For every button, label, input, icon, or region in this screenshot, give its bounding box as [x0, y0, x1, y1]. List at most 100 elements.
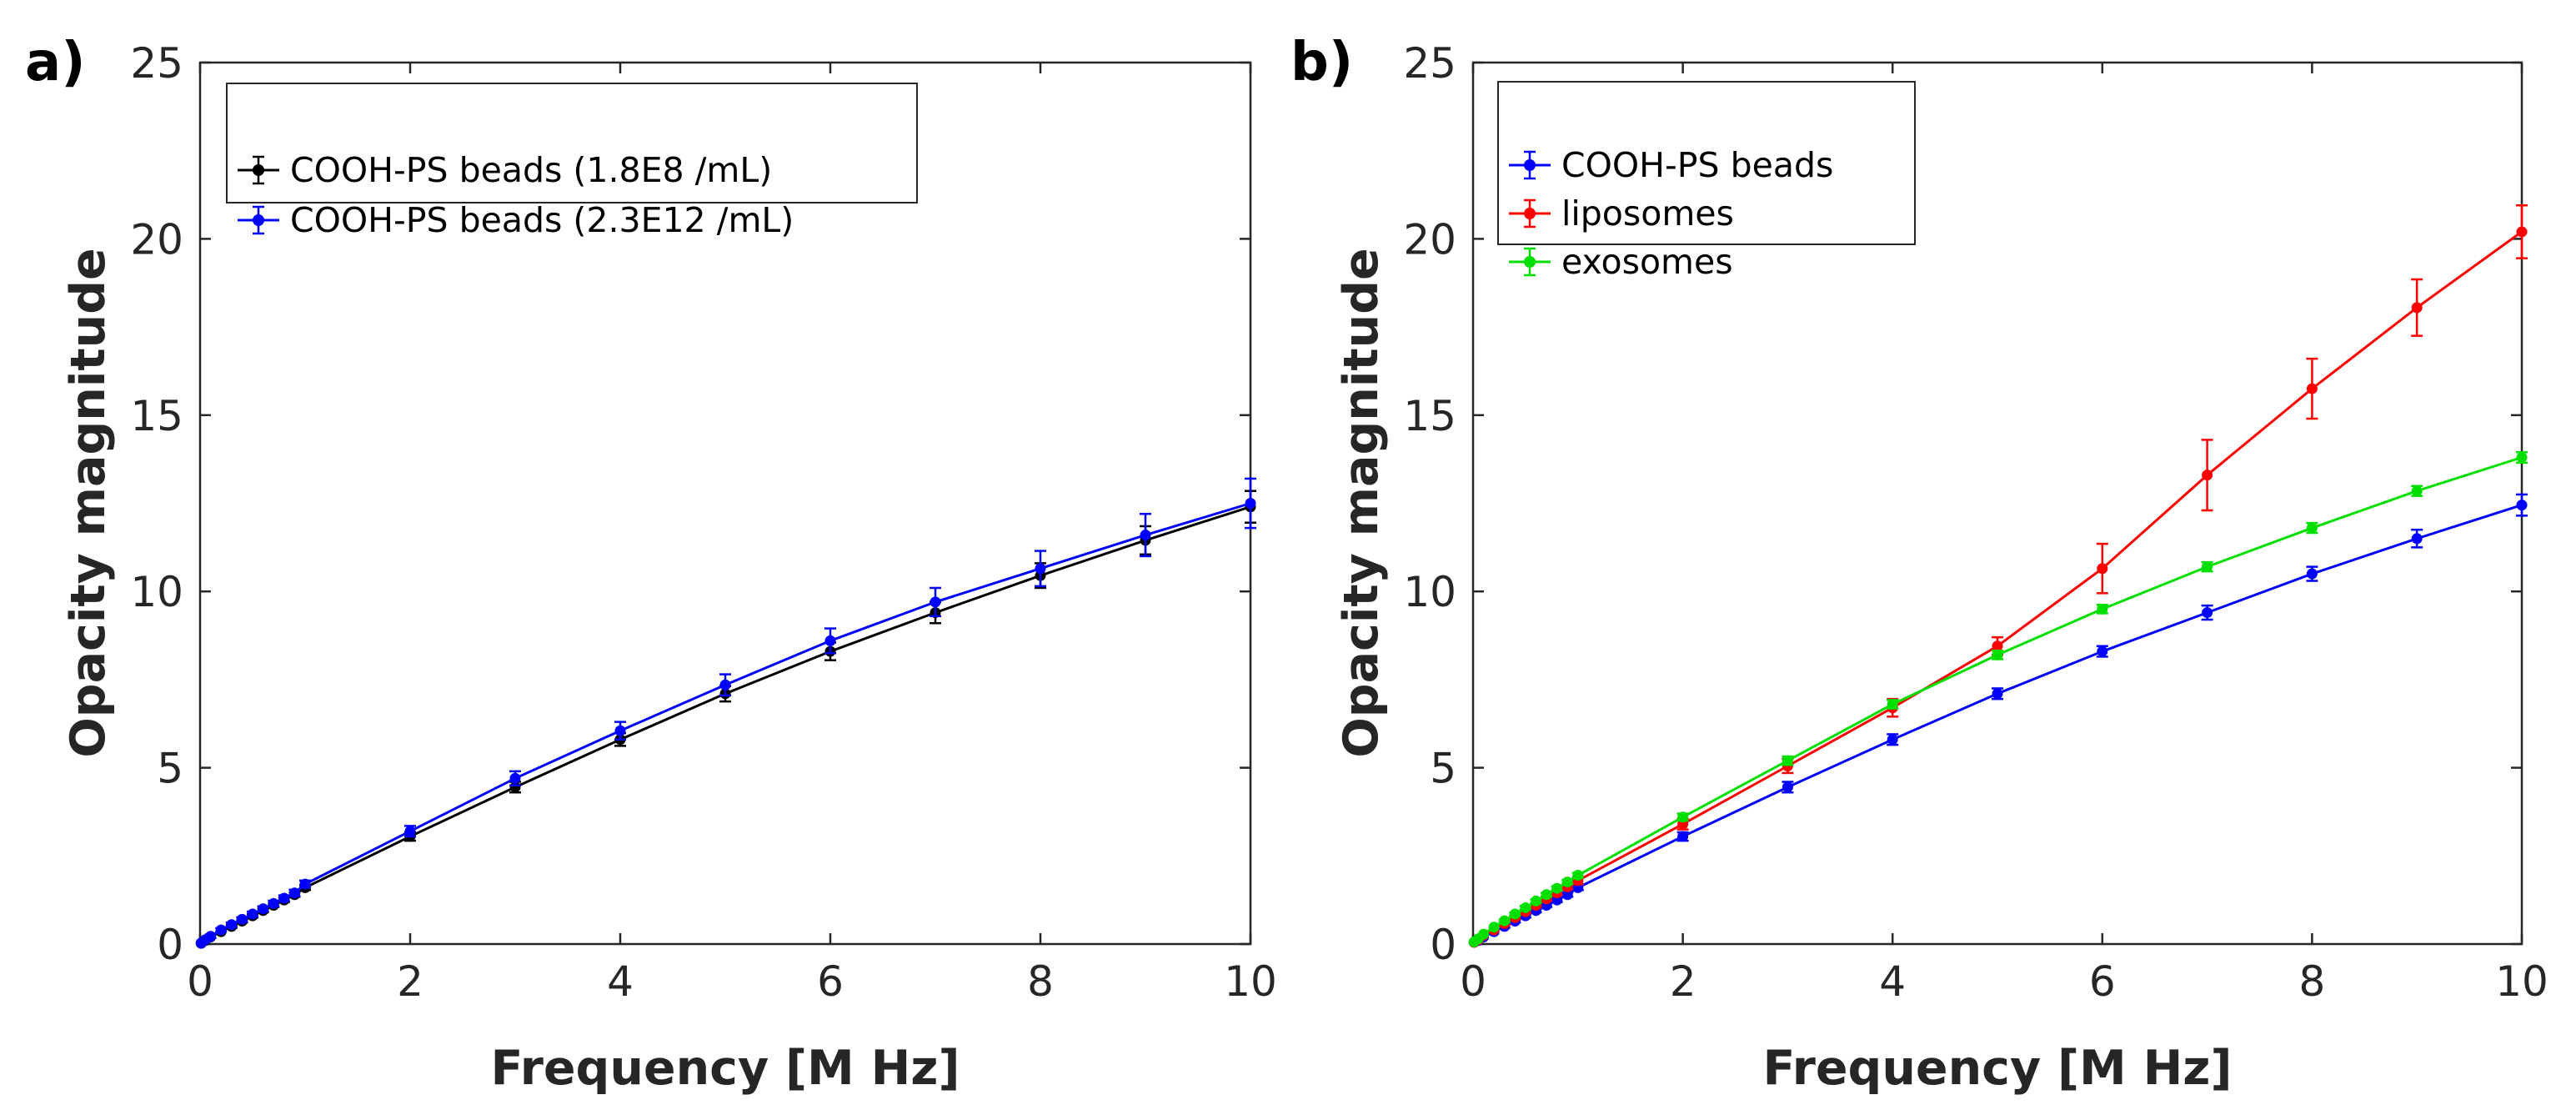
data-point — [2516, 452, 2528, 464]
x-tick-label: 10 — [1224, 957, 1277, 1006]
data-point — [2411, 302, 2423, 314]
data-point — [2516, 226, 2528, 238]
legend-label: COOH-PS beads (2.3E12 /mL) — [290, 200, 794, 240]
panel-a-ticks: 0 2 4 6 8 10 0 5 10 15 20 25 — [130, 39, 1276, 1006]
data-point — [299, 878, 311, 890]
data-point — [1488, 922, 1500, 933]
data-point — [1887, 734, 1898, 746]
y-tick-label: 10 — [1403, 568, 1456, 616]
data-point — [1782, 781, 1793, 793]
data-point — [1992, 688, 2003, 700]
data-point — [1541, 889, 1552, 901]
data-point — [1530, 895, 1541, 907]
data-point — [614, 725, 626, 736]
y-tick-label: 15 — [130, 392, 183, 440]
data-point — [2306, 383, 2318, 394]
panel-b-series-layer — [1468, 203, 2528, 948]
y-tick-label: 5 — [157, 745, 183, 793]
data-point — [288, 887, 300, 899]
data-point — [2202, 561, 2213, 573]
data-point — [2202, 607, 2213, 619]
data-point — [2306, 568, 2318, 580]
panel-b-legend-entries: COOH-PS beads liposomes exosomes — [1509, 145, 1833, 282]
y-tick-label: 0 — [1430, 921, 1456, 969]
data-point — [1572, 870, 1584, 881]
legend-marker — [253, 164, 264, 176]
y-tick-label: 15 — [1403, 392, 1456, 440]
data-point — [2516, 500, 2528, 511]
data-point — [2202, 470, 2213, 481]
data-point — [719, 679, 731, 691]
data-point — [404, 826, 416, 837]
data-point — [2097, 563, 2108, 575]
x-tick-label: 6 — [2089, 957, 2116, 1006]
legend-entry: liposomes — [1509, 193, 1734, 234]
x-tick-label: 8 — [2298, 957, 2325, 1006]
data-point — [2097, 603, 2108, 615]
panel-b-legend-box — [1497, 81, 1916, 245]
panel-b-y-axis-label: Opacity magnitude — [1334, 248, 1389, 757]
data-point — [824, 635, 836, 646]
data-point — [268, 897, 279, 909]
panel-a: a) 0 2 4 6 8 10 0 5 10 15 20 25 Frequency [M Hz] Op… — [25, 32, 1277, 1096]
panel-b-legend: COOH-PS beads liposomes exosomes — [1497, 81, 1916, 282]
legend-entry: exosomes — [1509, 242, 1733, 282]
data-point — [930, 596, 941, 608]
data-point — [215, 924, 227, 936]
data-point — [1520, 902, 1531, 913]
legend-marker — [1524, 208, 1536, 219]
legend-label: liposomes — [1561, 193, 1734, 234]
data-point — [1551, 882, 1563, 894]
y-tick-label: 0 — [157, 921, 183, 969]
data-point — [247, 908, 258, 920]
data-point — [1887, 698, 1898, 710]
y-tick-label: 5 — [1430, 745, 1456, 793]
panel-a-legend-entries: COOH-PS beads (1.8E8 /mL) COOH-PS beads (… — [238, 150, 794, 240]
legend-entry: COOH-PS beads — [1509, 145, 1833, 185]
x-tick-label: 2 — [1670, 957, 1696, 1006]
panel-a-series-layer — [195, 477, 1256, 949]
data-point — [1035, 563, 1046, 575]
x-tick-label: 6 — [817, 957, 844, 1006]
x-tick-label: 0 — [1460, 957, 1486, 1006]
data-point — [258, 903, 269, 915]
legend-marker — [253, 214, 264, 226]
data-point — [205, 931, 217, 942]
data-point — [226, 919, 238, 931]
legend-label: COOH-PS beads — [1561, 145, 1833, 185]
data-point — [2306, 522, 2318, 534]
legend-marker — [1524, 256, 1536, 268]
x-tick-label: 4 — [607, 957, 634, 1006]
data-point — [1782, 755, 1793, 766]
legend-entry: COOH-PS beads (2.3E12 /mL) — [238, 200, 794, 240]
series-3 — [1468, 450, 2528, 947]
data-point — [1992, 649, 2003, 660]
data-point — [236, 913, 248, 925]
data-point — [1677, 831, 1689, 842]
y-tick-label: 20 — [1403, 215, 1456, 264]
data-point — [1561, 876, 1573, 888]
panel-a-label: a) — [25, 32, 85, 93]
panel-a-x-axis-label: Frequency [M Hz] — [490, 1041, 960, 1096]
x-tick-label: 10 — [2495, 957, 2548, 1006]
x-tick-label: 0 — [187, 957, 213, 1006]
y-tick-label: 25 — [130, 39, 183, 88]
panel-b-label: b) — [1291, 32, 1353, 93]
x-tick-label: 8 — [1027, 957, 1054, 1006]
panel-b: b) 0 2 4 6 8 10 0 5 10 15 20 25 Frequency [M Hz] Op… — [1291, 32, 2548, 1096]
legend-label: exosomes — [1561, 242, 1733, 282]
data-point — [509, 772, 521, 784]
data-point — [278, 892, 290, 904]
panel-a-legend: COOH-PS beads (1.8E8 /mL) COOH-PS beads (… — [226, 83, 918, 240]
data-point — [2097, 645, 2108, 657]
panel-a-y-axis-label: Opacity magnitude — [61, 248, 116, 757]
x-tick-label: 4 — [1879, 957, 1906, 1006]
legend-entry: COOH-PS beads (1.8E8 /mL) — [238, 150, 772, 190]
data-point — [1677, 811, 1689, 823]
data-point — [1140, 530, 1151, 541]
data-point — [1245, 498, 1256, 509]
panel-b-x-axis-label: Frequency [M Hz] — [1762, 1041, 2232, 1096]
x-tick-label: 2 — [397, 957, 423, 1006]
panel-a-legend-box — [226, 83, 918, 203]
